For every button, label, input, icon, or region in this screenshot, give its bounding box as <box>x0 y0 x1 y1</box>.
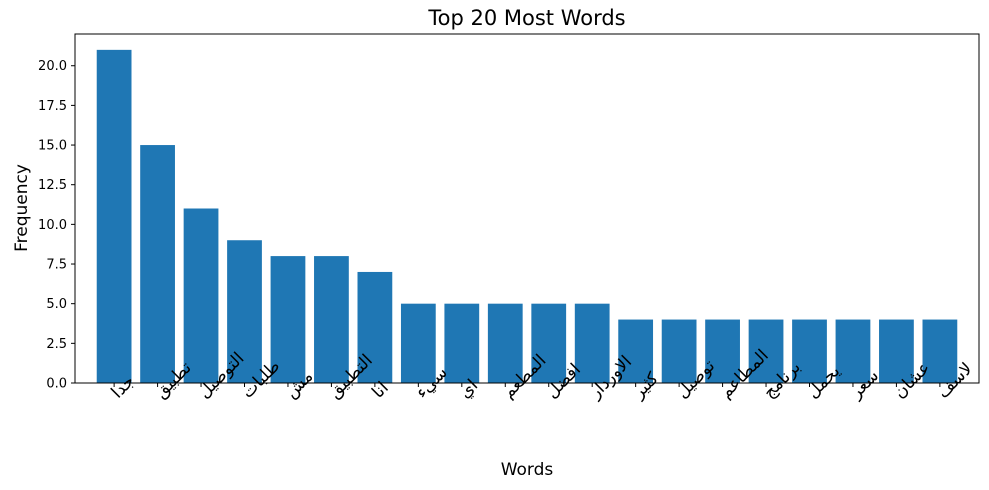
bar-8 <box>400 303 436 383</box>
bar-3 <box>183 208 219 383</box>
bars-group <box>96 49 958 384</box>
plot-frame <box>74 33 980 384</box>
bar-20 <box>922 319 958 383</box>
bar-15 <box>705 319 740 383</box>
bar-7 <box>357 271 393 383</box>
chart-title: Top 20 Most Words <box>427 6 625 30</box>
bar-2 <box>140 145 175 383</box>
y-tick-label: 15.0 <box>38 139 67 154</box>
bar-12 <box>574 303 610 383</box>
bar-11 <box>531 303 567 383</box>
bar-10 <box>487 303 523 383</box>
y-tick-label: 0.0 <box>46 377 67 392</box>
bar-1 <box>96 49 132 384</box>
bar-19 <box>879 319 914 383</box>
bar-13 <box>618 319 654 383</box>
bar-4 <box>227 240 262 383</box>
bar-18 <box>835 319 871 383</box>
bar-14 <box>661 319 697 383</box>
y-tick-label: 7.5 <box>46 258 67 273</box>
x-axis-label: Words <box>501 460 554 480</box>
y-tick-label: 17.5 <box>38 99 67 114</box>
y-tick-label: 20.0 <box>38 59 67 74</box>
y-tick-label: 2.5 <box>46 337 67 352</box>
y-tick-label: 10.0 <box>38 218 67 233</box>
y-tick-label: 5.0 <box>46 297 67 312</box>
bar-16 <box>748 319 784 383</box>
y-axis: 0.0 2.5 5.0 7.5 10.0 12.5 15.0 17.5 20.0 <box>38 59 75 392</box>
bar-17 <box>792 319 827 383</box>
y-axis-label: Frequency <box>12 164 32 252</box>
bar-6 <box>314 256 349 383</box>
y-tick-label: 12.5 <box>38 178 67 193</box>
bar-5 <box>270 256 306 383</box>
bar-9 <box>444 303 480 383</box>
